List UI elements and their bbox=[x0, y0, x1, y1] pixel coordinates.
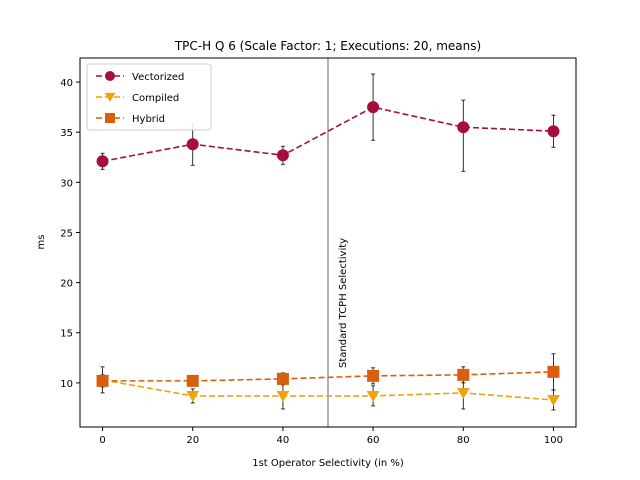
data-point bbox=[367, 369, 380, 382]
data-point bbox=[456, 388, 470, 399]
data-point bbox=[186, 374, 199, 387]
data-point bbox=[186, 391, 200, 402]
x-tick-label: 40 bbox=[277, 435, 290, 446]
data-point bbox=[96, 374, 109, 387]
legend-swatch-marker bbox=[105, 71, 115, 81]
series-line bbox=[102, 371, 554, 382]
series-line bbox=[102, 379, 554, 401]
y-axis-label: ms bbox=[36, 235, 47, 250]
plot-frame bbox=[79, 57, 577, 428]
y-tick-label: 30 bbox=[60, 178, 73, 189]
series-line bbox=[102, 106, 554, 163]
legend-label: Compiled bbox=[132, 93, 179, 104]
plot-area: Standard TCPH Selectivity bbox=[96, 58, 560, 427]
data-point bbox=[276, 149, 289, 162]
y-tick-label: 25 bbox=[60, 228, 73, 239]
data-point bbox=[457, 368, 470, 381]
x-axis-label: 1st Operator Selectivity (in %) bbox=[252, 458, 404, 469]
legend-label: Vectorized bbox=[132, 72, 184, 83]
y-tick-label: 20 bbox=[60, 279, 73, 290]
data-point bbox=[186, 138, 199, 151]
data-point bbox=[457, 121, 470, 134]
legend-item-hybrid: Hybrid bbox=[96, 113, 165, 125]
x-tick-label: 20 bbox=[186, 435, 199, 446]
data-point bbox=[366, 391, 380, 402]
y-tick-label: 10 bbox=[60, 379, 73, 390]
data-point bbox=[547, 395, 560, 406]
y-tick-label: 40 bbox=[60, 78, 73, 89]
chart-title: TPC-H Q 6 (Scale Factor: 1; Executions: … bbox=[174, 39, 481, 53]
legend-label: Hybrid bbox=[132, 114, 165, 125]
x-tick-label: 100 bbox=[544, 435, 563, 446]
series-compiled bbox=[96, 366, 560, 411]
reference-line-label: Standard TCPH Selectivity bbox=[338, 238, 349, 368]
legend-item-vectorized: Vectorized bbox=[96, 71, 184, 83]
x-tick-label: 60 bbox=[367, 435, 380, 446]
y-tick-label: 15 bbox=[60, 329, 73, 340]
y-tick-label: 35 bbox=[60, 128, 73, 139]
legend: Vectorized Compiled Hybrid bbox=[86, 63, 212, 131]
data-point bbox=[367, 101, 380, 114]
series-hybrid bbox=[96, 353, 560, 391]
legend-swatch-marker bbox=[104, 92, 116, 103]
legend-box bbox=[86, 63, 212, 131]
legend-swatch-marker bbox=[105, 113, 115, 123]
x-tick-label: 0 bbox=[99, 435, 105, 446]
y-axis: 10 15 20 25 30 35 40 bbox=[60, 78, 80, 390]
data-point bbox=[276, 372, 289, 385]
data-point bbox=[547, 125, 560, 138]
legend-item-compiled: Compiled bbox=[96, 92, 179, 104]
x-tick-label: 80 bbox=[457, 435, 470, 446]
data-point bbox=[96, 155, 109, 168]
x-axis: 0 20 40 60 80 100 bbox=[99, 427, 563, 446]
data-point bbox=[547, 365, 560, 378]
data-point bbox=[276, 391, 290, 402]
